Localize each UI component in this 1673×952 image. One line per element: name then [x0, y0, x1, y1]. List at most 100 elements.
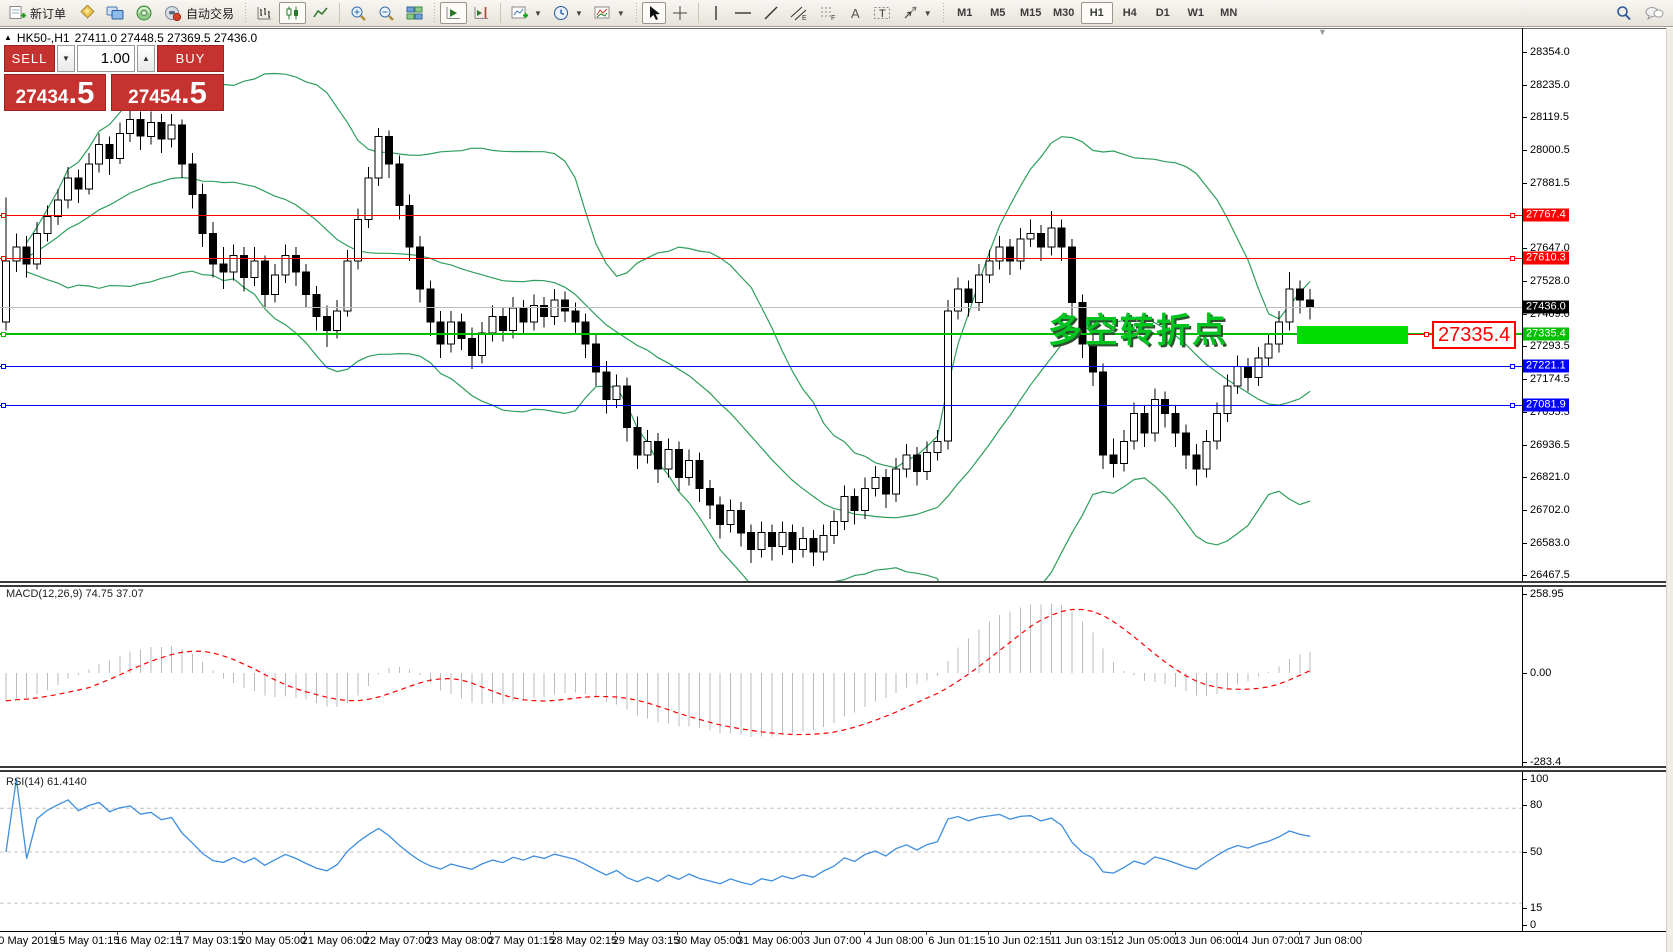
pivot-annotation-text[interactable]: 多空转折点	[1048, 312, 1228, 350]
resistance-line-27767-handle[interactable]	[1, 213, 6, 218]
toolbar-grip[interactable]	[432, 3, 437, 23]
timeframe-button-w1[interactable]: W1	[1187, 7, 1204, 19]
zoom-in-button[interactable]	[345, 2, 372, 24]
macd-axis-tick	[1522, 594, 1527, 595]
resistance-line-27610[interactable]	[0, 258, 1522, 259]
resistance-line-27767-handle[interactable]	[1510, 213, 1515, 218]
rsi-axis-tick	[1522, 779, 1527, 780]
text-tool-button[interactable]: A	[843, 2, 867, 24]
zoom-out-button[interactable]	[373, 2, 400, 24]
pivot-line-27335[interactable]	[0, 333, 1522, 335]
dropdown-arrow-icon: ▼	[923, 8, 932, 18]
horizontal-line-tool-button[interactable]	[729, 2, 757, 24]
time-axis-label: 21 May 06:00	[301, 935, 369, 947]
timeframe-button-m1[interactable]: M1	[957, 7, 973, 19]
trendline-tool-button[interactable]	[758, 2, 784, 24]
indicators-button[interactable]: ▼	[589, 2, 630, 24]
timeframe-button-h1[interactable]: H1	[1080, 2, 1113, 24]
time-axis-label: 15 May 01:15	[52, 935, 120, 947]
time-axis-label: 30 May 05:00	[674, 935, 742, 947]
one-click-trading-panel: SELL ▼ ▲ BUY 27434.5 27454.5	[4, 45, 224, 111]
price-axis-tick	[1522, 445, 1527, 446]
ohlc-readout: 27411.0 27448.5 27369.5 27436.0	[74, 31, 258, 45]
support-line-27221-handle[interactable]	[1, 364, 6, 369]
timeframe-button-m15[interactable]: M15	[1020, 7, 1042, 19]
new-chart-button[interactable]: ▼	[506, 2, 547, 24]
volume-decrease-button[interactable]: ▼	[57, 45, 75, 72]
support-line-27081-handle[interactable]	[1, 403, 6, 408]
toolbar-grip[interactable]	[940, 3, 945, 23]
main-price-chart[interactable]	[0, 28, 1522, 581]
bar-chart-type-button[interactable]	[251, 2, 278, 24]
rsi-indicator-pane[interactable]	[0, 772, 1522, 931]
pivot-line-27335-handle[interactable]	[1, 332, 6, 337]
window-scrollbar[interactable]	[1666, 28, 1673, 952]
arrows-tool-button[interactable]: ▼	[897, 2, 937, 24]
resistance-line-27610-handle[interactable]	[1510, 256, 1515, 261]
time-axis-tick	[1236, 932, 1238, 935]
volume-input[interactable]	[77, 45, 135, 72]
macd-indicator-pane[interactable]	[0, 587, 1522, 766]
current-price-line[interactable]	[0, 307, 1522, 308]
timeframe-button-h4[interactable]: H4	[1122, 7, 1137, 19]
sell-price-button[interactable]: 27434.5	[4, 74, 106, 111]
candlestick-chart-type-button[interactable]	[279, 2, 307, 24]
volume-increase-button[interactable]: ▲	[137, 45, 155, 72]
support-line-27221-handle[interactable]	[1510, 364, 1515, 369]
chart-shift-marker-icon[interactable]: ▼	[1318, 27, 1327, 37]
pivot-highlight-rectangle[interactable]	[1297, 326, 1408, 344]
chart-shift-button[interactable]	[468, 2, 495, 24]
auto-scroll-button[interactable]	[440, 2, 468, 24]
timeframe-button-mn[interactable]: MN	[1220, 7, 1238, 19]
buy-button[interactable]: BUY	[157, 45, 224, 72]
macd-signal-line	[5, 608, 1311, 736]
pivot-price-tag[interactable]: 27335.4	[1432, 321, 1517, 349]
new-order-button[interactable]: 新订单	[4, 2, 71, 24]
crosshair-tool-button[interactable]	[667, 2, 693, 24]
rsi-axis-label: 0	[1530, 919, 1537, 931]
market-watch-button[interactable]	[72, 2, 100, 24]
toolbar-grip[interactable]	[243, 3, 248, 23]
macd-pane-separator[interactable]	[0, 581, 1666, 587]
rsi-axis-tick	[1522, 925, 1527, 926]
fibonacci-tool-button[interactable]: F	[814, 2, 842, 24]
time-axis-label: 13 Jun 06:00	[1173, 935, 1238, 947]
search-button[interactable]	[1610, 2, 1637, 24]
buy-price-button[interactable]: 27454.5	[111, 74, 224, 111]
line-chart-type-button[interactable]	[307, 2, 334, 24]
new-order-label: 新订单	[30, 6, 67, 21]
timeframe-button-m5[interactable]: M5	[990, 7, 1006, 19]
support-line-27081[interactable]	[0, 405, 1522, 406]
price-axis-tick	[1522, 183, 1527, 184]
tile-windows-button[interactable]	[401, 2, 428, 24]
rsi-pane-separator[interactable]	[0, 766, 1666, 772]
toolbar-grip[interactable]	[633, 3, 638, 23]
channel-tool-button[interactable]: E	[785, 2, 813, 24]
timeframe-button-d1[interactable]: D1	[1155, 7, 1170, 19]
support-line-27081-handle[interactable]	[1510, 403, 1515, 408]
autotrading-button[interactable]: 自动交易	[159, 2, 239, 24]
timeframe-group: M1 M5 M15 M30 H1 H4 D1 W1 MN	[949, 2, 1245, 24]
periods-button[interactable]: ▼	[548, 2, 588, 24]
data-window-button[interactable]	[101, 2, 129, 24]
price-axis-tick	[1522, 543, 1527, 544]
resistance-line-27767[interactable]	[0, 215, 1522, 216]
signals-button[interactable]	[130, 2, 158, 24]
text-label-tool-button[interactable]: T	[868, 2, 896, 24]
time-axis-tick	[303, 932, 305, 935]
community-chat-button[interactable]	[1639, 2, 1669, 24]
price-axis-label: 27647.0	[1530, 242, 1570, 254]
rsi-axis-label: 80	[1530, 799, 1543, 811]
rsi-line	[5, 778, 1311, 886]
timeframe-button-m30[interactable]: M30	[1053, 7, 1075, 19]
time-axis-label: 16 May 02:15	[115, 935, 182, 947]
cursor-tool-button[interactable]	[641, 2, 666, 24]
resistance-line-27610-handle[interactable]	[1, 256, 6, 261]
price-tag-anchor-handle[interactable]	[1424, 332, 1429, 337]
support-line-27221[interactable]	[0, 366, 1522, 367]
price-axis-label: 27881.5	[1530, 177, 1570, 189]
trade-panel-toggle-icon[interactable]: ▲	[4, 33, 12, 42]
vertical-line-tool-button[interactable]	[704, 2, 728, 24]
price-axis-tick	[1522, 248, 1527, 249]
sell-button[interactable]: SELL	[4, 45, 55, 72]
